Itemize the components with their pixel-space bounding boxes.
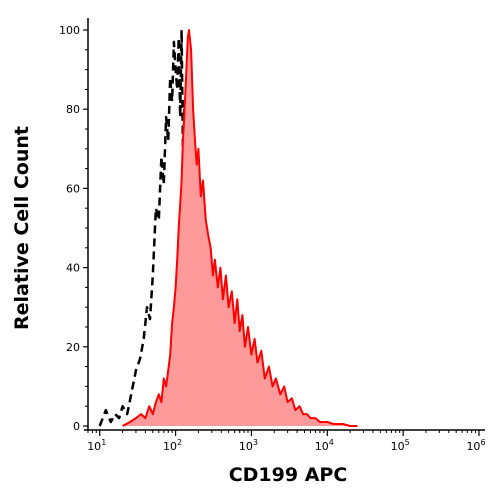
x-tick-label-5: 106 [466, 438, 485, 453]
plot-area [98, 28, 358, 428]
y-axis-title: Relative Cell Count [11, 126, 33, 330]
x-tick-label-3: 104 [315, 438, 334, 453]
y-tick-label-3: 60 [66, 182, 80, 195]
y-tick-label-5: 100 [59, 24, 80, 37]
x-tick-label-4: 105 [391, 438, 410, 453]
x-tick-label-1: 102 [163, 438, 182, 453]
x-axis-title: CD199 APC [229, 464, 348, 486]
y-tick-label-2: 40 [66, 262, 80, 275]
series-fill-1 [122, 30, 358, 426]
x-tick-label-0: 101 [87, 438, 106, 453]
axes: 0 20 40 60 80 100 101 102 103 104 105 106 [59, 18, 486, 453]
y-tick-label-0: 0 [73, 420, 80, 433]
y-tick-label-4: 80 [66, 103, 80, 116]
y-tick-label-1: 20 [66, 341, 80, 354]
x-tick-label-2: 103 [239, 438, 258, 453]
series-line-1 [122, 29, 358, 427]
